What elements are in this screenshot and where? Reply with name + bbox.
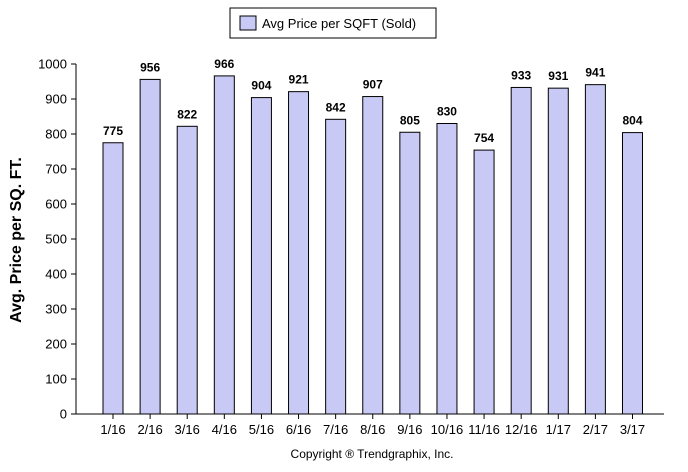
x-tick-label: 11/16	[468, 422, 500, 437]
y-tick-label: 1000	[38, 57, 67, 72]
bar	[288, 91, 310, 415]
y-tick-label: 700	[45, 162, 67, 177]
copyright-text: Copyright ® Trendgraphix, Inc.	[291, 447, 454, 461]
bar	[325, 118, 347, 415]
bar-value-label: 822	[177, 107, 197, 121]
bar-value-label: 907	[363, 78, 383, 92]
y-tick-label: 100	[45, 372, 67, 387]
bar-value-label: 921	[289, 73, 309, 87]
y-tick-label: 0	[60, 407, 67, 422]
x-tick-label: 8/16	[360, 422, 385, 437]
y-tick-label: 800	[45, 127, 67, 142]
bar	[139, 78, 161, 415]
y-axis-ticks: 0 100 200 300 400 500 600 700 800 900 1000	[38, 57, 76, 422]
x-tick-label: 7/16	[323, 422, 348, 437]
bar-value-label: 804	[622, 114, 642, 128]
bar	[102, 142, 124, 415]
bar	[399, 131, 421, 415]
x-tick-label: 5/16	[249, 422, 274, 437]
x-tick-label: 1/17	[546, 422, 571, 437]
x-tick-label: 6/16	[286, 422, 311, 437]
bar-value-label: 830	[437, 105, 457, 119]
legend-label: Avg Price per SQFT (Sold)	[262, 16, 416, 31]
y-tick-label: 300	[45, 302, 67, 317]
data-labels: 775 956 822 966 904 921 842 907 805 830 754 933 931 9…	[103, 57, 643, 145]
y-tick-label: 200	[45, 337, 67, 352]
x-tick-label: 2/17	[583, 422, 608, 437]
bar	[362, 96, 384, 415]
x-tick-label: 4/16	[212, 422, 237, 437]
bar-series	[102, 75, 643, 415]
y-tick-label: 500	[45, 232, 67, 247]
bar	[436, 123, 458, 415]
x-tick-label: 9/16	[397, 422, 422, 437]
y-tick-label: 900	[45, 92, 67, 107]
bar-value-label: 805	[400, 113, 420, 127]
bar-value-label: 931	[548, 69, 568, 83]
bar-value-label: 842	[326, 100, 346, 114]
y-tick-label: 600	[45, 197, 67, 212]
legend-swatch	[239, 15, 257, 31]
x-tick-label: 3/16	[175, 422, 200, 437]
legend-frame	[229, 7, 437, 39]
bar-value-label: 956	[140, 60, 160, 74]
x-tick-label: 2/16	[137, 422, 162, 437]
bar-value-label: 754	[474, 131, 494, 145]
bar	[547, 87, 569, 415]
legend: Avg Price per SQFT (Sold)	[229, 7, 437, 39]
bar	[473, 149, 495, 415]
bar	[213, 75, 235, 415]
x-tick-label: 10/16	[431, 422, 464, 437]
x-tick-label: 1/16	[100, 422, 125, 437]
y-axis-title: Avg. Price per SQ. FT.	[8, 157, 25, 323]
bar-value-label: 941	[585, 66, 605, 80]
x-tick-label: 3/17	[620, 422, 645, 437]
bar	[584, 84, 606, 415]
bar	[622, 132, 643, 415]
y-tick-label: 400	[45, 267, 67, 282]
bar-value-label: 933	[511, 68, 531, 82]
bar	[250, 97, 272, 415]
x-axis-ticks: 1/16 2/16 3/16 4/16 5/16 6/16 7/16 8/16 9/16 10/1…	[100, 414, 645, 437]
bar	[510, 86, 532, 415]
bar-value-label: 775	[103, 124, 123, 138]
bar-value-label: 904	[251, 79, 271, 93]
bar	[176, 125, 198, 415]
bar-value-label: 966	[214, 57, 234, 71]
x-tick-label: 12/16	[505, 422, 538, 437]
